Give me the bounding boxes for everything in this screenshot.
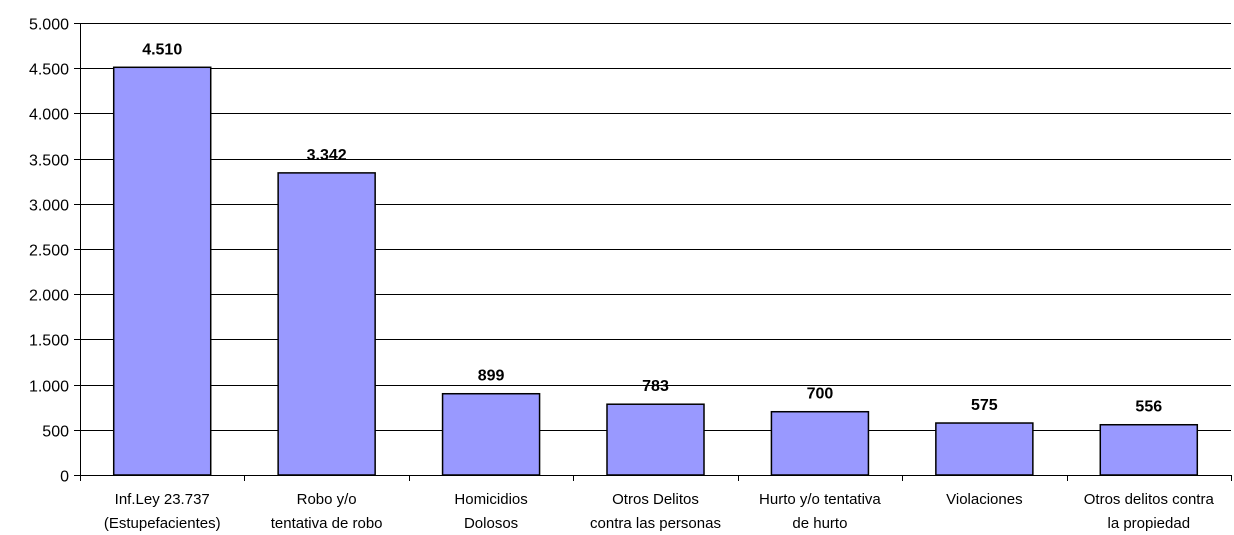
y-tick-label: 4.000 [29,107,69,124]
x-category-label: (Estupefacientes) [104,515,221,532]
data-label: 556 [1135,399,1162,416]
x-category-label: Otros delitos contra [1084,491,1215,508]
x-category-label: contra las personas [590,515,721,532]
data-label: 3.342 [307,147,347,164]
data-label: 575 [971,397,998,414]
y-tick-label: 1.500 [29,333,69,350]
y-tick-label: 500 [42,424,69,441]
y-tick-label: 1.000 [29,379,69,396]
labels: 0 500 1.000 1.500 2.000 2.500 3.000 3.500 4.000 4… [29,17,1215,533]
y-tick-label: 2.000 [29,288,69,305]
x-category-label: Violaciones [946,491,1022,508]
y-tick-label: 3.500 [29,153,69,170]
x-category-label: Homicidios [454,491,527,508]
x-category-label: Inf.Ley 23.737 [115,491,210,508]
x-category-label: Otros Delitos [612,491,699,508]
x-category-label: Hurto y/o tentativa [759,491,881,508]
data-label: 4.510 [142,41,182,58]
gridlines [80,23,1231,476]
y-tick-label: 4.500 [29,62,69,79]
y-tick-label: 3.000 [29,198,69,215]
bar [112,66,212,476]
x-category-label: de hurto [792,515,847,532]
x-category-label: Robo y/o [297,491,357,508]
data-label: 700 [807,386,834,403]
y-tick-label: 0 [60,469,69,486]
y-tick-label: 2.500 [29,243,69,260]
x-category-label: tentativa de robo [271,515,383,532]
bars [112,66,1199,476]
bar [441,392,541,476]
bar [935,422,1034,476]
data-label: 783 [642,378,669,395]
data-label: 899 [478,368,505,385]
bar [606,403,705,476]
bar [770,410,870,476]
y-tick-label: 5.000 [29,17,69,34]
x-category-label: la propiedad [1107,515,1190,532]
bar [1099,423,1199,476]
x-category-label: Dolosos [464,515,518,532]
bar [277,172,376,476]
